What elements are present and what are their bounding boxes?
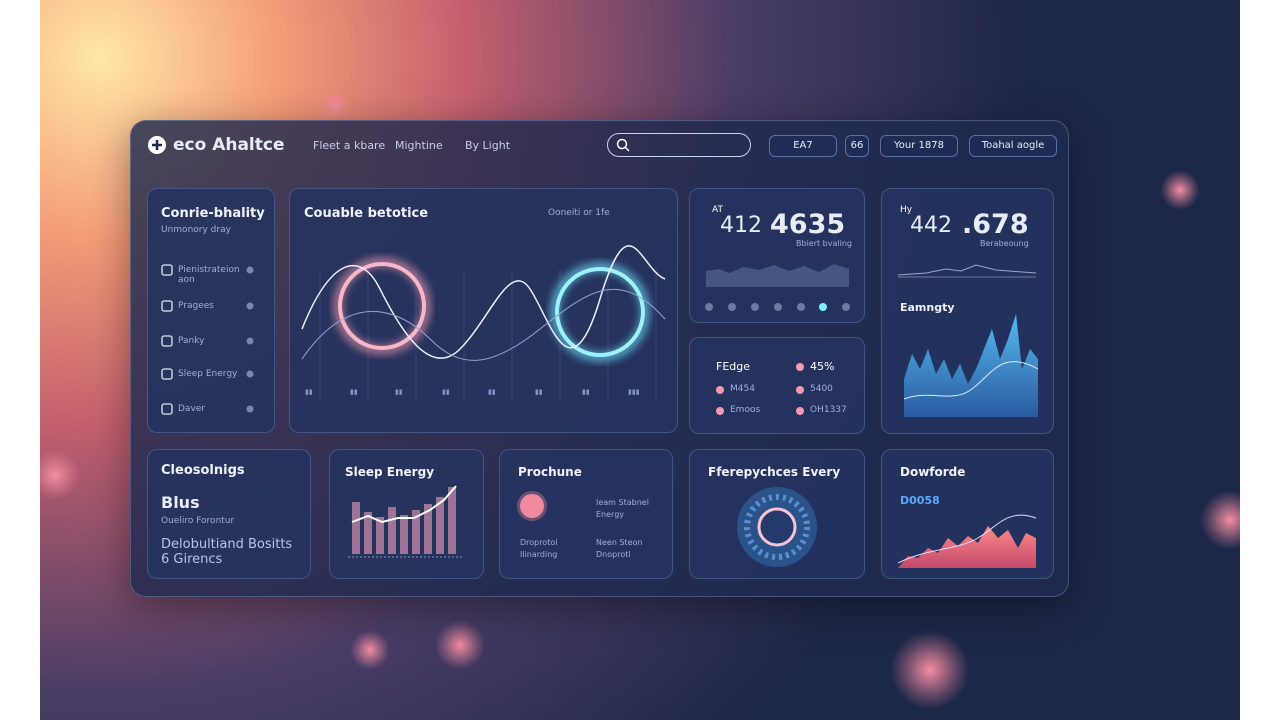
legend-dot	[796, 407, 804, 415]
svg-text:▮▮: ▮▮	[582, 388, 590, 396]
bokeh	[890, 630, 970, 710]
card-title: Cleosolnigs	[161, 463, 245, 478]
svg-text:▮▮: ▮▮	[350, 388, 358, 396]
stat-sparkline	[897, 264, 1037, 278]
card-title: Dowforde	[900, 465, 966, 479]
legend-item: OH1337	[810, 405, 847, 415]
header-button[interactable]: Toahal aogle	[969, 135, 1057, 157]
logo-icon	[148, 136, 166, 154]
stat-label: Hy	[900, 205, 913, 215]
bar-area-chart	[903, 314, 1039, 417]
bokeh	[435, 620, 485, 670]
legend-item: Emoos	[730, 405, 761, 415]
legend-item: FEdge	[716, 360, 751, 373]
nav-link[interactable]: Fleet a kbare	[313, 139, 386, 152]
stat-value: 442	[910, 213, 952, 238]
legend-item: M454	[730, 384, 755, 394]
stat-value: 4635	[770, 209, 846, 240]
card-title: Couable betotice	[304, 206, 429, 221]
svg-text:▮▮: ▮▮	[488, 388, 496, 396]
bokeh	[40, 450, 80, 500]
bokeh	[1200, 490, 1240, 550]
list-card: Prochune Ieam Stabnel Energy Droprotol N…	[499, 449, 673, 579]
card-line: Delobultiand Bositts	[161, 537, 293, 552]
legend-dot	[796, 386, 804, 394]
card-title: Fferepychces Every	[708, 465, 841, 479]
card-line: 6 Girencs	[161, 552, 223, 567]
area-card: Dowforde D0058	[881, 449, 1054, 579]
legend-dot	[716, 407, 724, 415]
search-icon	[616, 138, 630, 152]
radial-art	[737, 487, 817, 567]
sidebar-item[interactable]: Panky	[178, 336, 205, 346]
card-subtitle: Oueliro Forontur	[161, 516, 235, 526]
list-item: Dnoprotl	[596, 550, 631, 559]
stat-card: AT 412 4635 Bbiert bvaling	[689, 188, 865, 323]
search-box[interactable]	[607, 133, 751, 157]
svg-text:▮▮▮: ▮▮▮	[628, 388, 640, 396]
svg-text:▮▮: ▮▮	[395, 388, 403, 396]
area-chart-art	[898, 514, 1037, 568]
legend-dot	[796, 363, 804, 371]
list-item: Ilinarding	[520, 550, 558, 559]
legend-dot	[716, 386, 724, 394]
sidebar-item[interactable]: Daver	[178, 404, 206, 414]
sidebar-icons	[161, 264, 254, 415]
dashboard: eco Ahaltce Fleet a kbare Mightine By Li…	[130, 120, 1069, 597]
bar-chart-art	[348, 485, 463, 558]
header-button[interactable]: EA7	[769, 135, 837, 157]
status-ring	[520, 494, 544, 518]
svg-text:▮▮: ▮▮	[305, 388, 313, 396]
radial-card: Fferepychces Every	[689, 449, 865, 579]
list-item: Neen Steon	[596, 538, 643, 547]
stat-caption: Bbiert bvaling	[796, 239, 852, 248]
svg-text:▮▮: ▮▮	[442, 388, 450, 396]
list-item: Droprotol	[520, 538, 558, 547]
card-heading: Blus	[161, 493, 200, 512]
main-chart-art: ▮▮ ▮▮ ▮▮ ▮▮ ▮▮ ▮▮ ▮▮ ▮▮▮	[301, 245, 666, 399]
stat-value: .678	[962, 209, 1029, 240]
nav-link[interactable]: By Light	[465, 139, 511, 152]
chart-card: Sleep Energy	[329, 449, 484, 579]
brand: eco Ahaltce	[173, 135, 285, 155]
list-item: Energy	[596, 510, 625, 519]
stat-value: 412	[720, 213, 762, 238]
card-title: Sleep Energy	[345, 465, 435, 479]
stat-card: Hy 442 .678 Berabeoung Eamngty	[881, 188, 1054, 434]
legend-card: FEdge 45% M454 5400 Emoos OH1337	[689, 337, 865, 434]
stat-caption: Berabeoung	[980, 239, 1029, 248]
card-meta: Ooneiti or 1fe	[548, 208, 610, 218]
sidebar-item[interactable]: Pragees	[178, 301, 214, 311]
header-button[interactable]: Your 1878	[880, 135, 958, 157]
bokeh	[1160, 170, 1200, 210]
stat-sparkline	[705, 264, 850, 311]
list-item: Ieam Stabnel	[596, 498, 649, 507]
card-value: D0058	[900, 494, 940, 507]
sidebar-item[interactable]: Pienistrateion aon	[178, 265, 240, 285]
legend-item: 45%	[810, 360, 835, 373]
svg-text:▮▮: ▮▮	[535, 388, 543, 396]
header-button[interactable]: 66	[845, 135, 869, 157]
legend-item: 5400	[810, 384, 833, 394]
sidebar-item[interactable]: Sleep Energy	[178, 369, 238, 379]
main-chart-card: Couable betotice Ooneiti or 1fe ▮▮ ▮▮ ▮▮ ▮▮…	[289, 188, 678, 433]
sidebar-title: Conrie-bhality	[161, 206, 265, 221]
sidebar: Conrie-bhality Unmonory dray Pienistrate…	[147, 188, 275, 433]
sidebar-subtitle: Unmonory dray	[161, 225, 231, 235]
info-card: Cleosolnigs Blus Oueliro Forontur Delobu…	[147, 449, 311, 579]
nav-link[interactable]: Mightine	[395, 139, 443, 152]
section-title: Eamngty	[900, 301, 955, 314]
bokeh	[350, 630, 390, 670]
card-title: Prochune	[518, 465, 582, 479]
stat-label: AT	[712, 205, 723, 215]
bokeh	[320, 90, 350, 120]
